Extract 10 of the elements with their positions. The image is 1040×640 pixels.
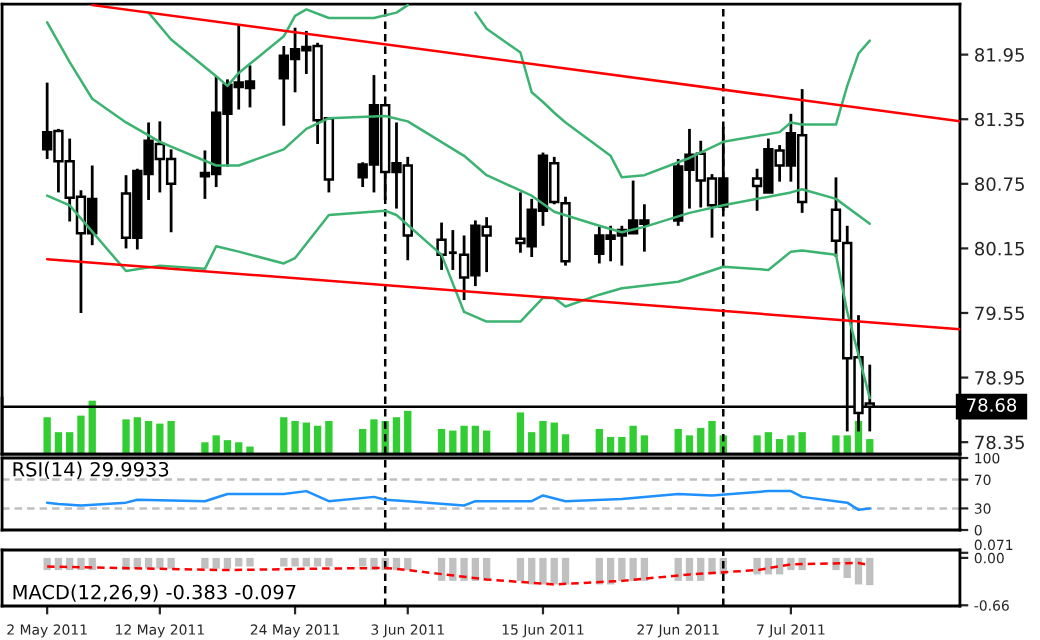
y-tick-label: 78.95 bbox=[975, 371, 1024, 385]
y-tick-label: 80.75 bbox=[975, 177, 1024, 191]
ref-line-label: 78.68 bbox=[967, 398, 1017, 412]
annotation: MACD(12,26,9) -0.383 -0.097 bbox=[13, 584, 296, 602]
y-tick-label: 80.15 bbox=[975, 241, 1024, 256]
annotation: RSI(14) 29.9933 bbox=[13, 461, 169, 479]
y-tick-label: 81.35 bbox=[975, 112, 1024, 127]
y-tick-label: 78.35 bbox=[975, 435, 1024, 450]
y-tick-label: 81.95 bbox=[975, 48, 1024, 62]
y-tick-label: 79.55 bbox=[975, 306, 1024, 321]
